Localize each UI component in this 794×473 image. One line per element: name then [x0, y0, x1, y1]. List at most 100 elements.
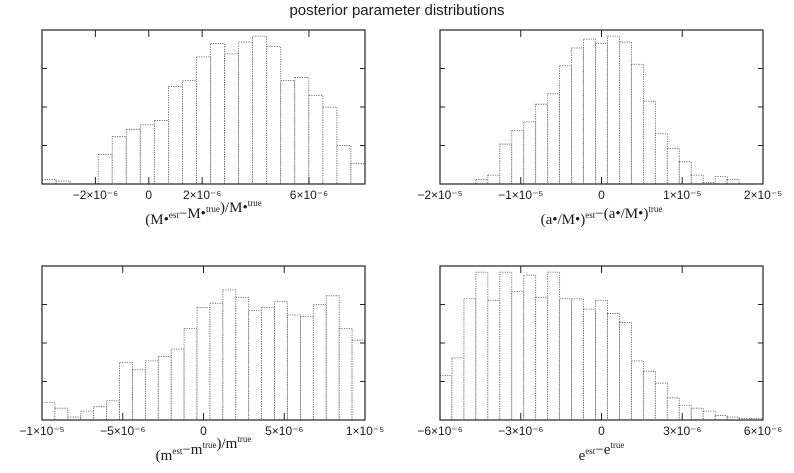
histogram-bar — [280, 80, 296, 185]
histogram-bar — [248, 310, 263, 421]
histogram-bar — [299, 316, 314, 421]
histogram-panel-spin: −2×10⁻⁵ −1×10⁻⁵ 0 1×10⁻⁵ 2×10⁻⁵ (a•/M•)est−(a… — [417, 29, 782, 228]
histogram-bar — [125, 128, 141, 185]
x-tick-label: −1×10⁻⁵ — [19, 424, 64, 438]
histogram-bar — [238, 41, 254, 185]
histogram-bar — [351, 339, 366, 421]
histogram-bar — [666, 397, 680, 421]
x-tick-label: −2×10⁻⁶ — [73, 188, 118, 202]
histogram-bar — [325, 295, 340, 421]
x-tick-label: 2×10⁻⁶ — [183, 188, 221, 202]
histogram-bar — [487, 299, 501, 421]
histogram-bar — [678, 161, 692, 185]
histogram-bar — [41, 401, 56, 421]
histogram-bar — [224, 53, 240, 185]
histogram-bar — [726, 179, 740, 185]
histogram-bar — [631, 360, 644, 421]
x-axis-label: (mest−mtrue)/mtrue — [156, 434, 252, 464]
histogram-bar — [642, 100, 656, 185]
histogram-bar — [499, 271, 513, 421]
histogram-bar — [119, 361, 133, 421]
histogram-bar — [511, 290, 525, 421]
histogram-bar — [463, 298, 477, 421]
histogram-bar — [595, 43, 608, 185]
histogram-bar — [714, 415, 728, 421]
histogram-bar — [312, 304, 327, 421]
histogram-bar — [583, 38, 596, 185]
x-tick-label: 6×10⁻⁶ — [744, 424, 782, 438]
x-tick-label: 0 — [200, 424, 207, 438]
histogram-panel-eccentricity: −6×10⁻⁶ −3×10⁻⁶ 0 3×10⁻⁶ 6×10⁻⁶ eest−etrue — [417, 265, 782, 464]
x-tick-label: 0 — [598, 424, 605, 438]
histogram-bar — [571, 298, 584, 421]
histogram-bar — [523, 121, 537, 185]
histogram-bar — [266, 46, 282, 185]
histogram-bar — [183, 327, 198, 421]
histogram-bar — [322, 106, 338, 185]
histogram-bar — [111, 136, 127, 185]
histogram-bar — [350, 162, 366, 185]
x-tick-label: −1×10⁻⁵ — [498, 188, 543, 202]
histogram-bar — [252, 35, 268, 185]
histogram-bar — [210, 43, 225, 185]
histogram-bar — [209, 302, 224, 421]
histogram-bar — [535, 103, 549, 185]
histogram-bar — [666, 148, 680, 185]
histogram-bar — [54, 407, 69, 421]
histogram-bar — [595, 299, 608, 421]
x-tick-label: 1×10⁻⁵ — [663, 188, 701, 202]
x-tick-label: −3×10⁻⁶ — [498, 424, 543, 438]
histogram-bar — [726, 416, 740, 421]
histogram-bar — [439, 375, 453, 421]
histogram-bar — [157, 356, 172, 421]
histogram-bar — [583, 308, 596, 421]
histogram-bar — [702, 410, 716, 421]
x-tick-label: 6×10⁻⁶ — [290, 188, 328, 202]
histogram-bar — [106, 400, 120, 421]
x-tick-label: 2×10⁻⁵ — [744, 188, 782, 202]
x-tick-label: 0 — [598, 188, 605, 202]
histogram-panel-mass-bh: −2×10⁻⁶ 0 2×10⁻⁶ 6×10⁻⁶ (M•est−M•true)/M•tru… — [41, 29, 366, 228]
histogram-bar — [170, 348, 185, 421]
histogram-bar — [274, 301, 288, 421]
histogram-bar — [690, 174, 704, 185]
x-tick-label: −6×10⁻⁶ — [417, 424, 462, 438]
histogram-bar — [139, 124, 155, 185]
histogram-bar — [167, 86, 183, 185]
histogram-bar — [222, 289, 237, 421]
histogram-bar — [287, 314, 301, 421]
histogram-bar — [654, 382, 668, 421]
histogram-bar — [619, 41, 632, 185]
histogram-bar — [294, 77, 310, 185]
histogram-bar — [547, 93, 561, 185]
histogram-bar — [607, 35, 620, 185]
histogram-bar — [511, 130, 525, 185]
histogram-bar — [607, 313, 620, 421]
histogram-bar — [80, 410, 95, 421]
histogram-bar — [631, 63, 644, 185]
x-tick-label: −5×10⁻⁶ — [100, 424, 145, 438]
x-axis-label: eest−etrue — [579, 440, 625, 464]
histogram-bar — [559, 298, 572, 421]
x-tick-label: 0 — [145, 188, 152, 202]
histogram-bar — [678, 404, 692, 421]
histogram-bar — [93, 406, 108, 421]
x-axis-label: (M•est−M•true)/M•true — [145, 198, 261, 228]
histogram-bar — [196, 307, 211, 421]
x-tick-label: 3×10⁻⁶ — [663, 424, 701, 438]
histogram-bar — [336, 145, 352, 185]
histogram-bar — [475, 271, 489, 421]
histogram-bar — [714, 176, 728, 185]
histogram-bar — [41, 179, 57, 185]
histogram-bar — [144, 360, 159, 421]
histogram-bar — [547, 271, 561, 421]
histogram-bar — [451, 357, 465, 421]
histogram-bar — [97, 154, 113, 185]
histogram-bar — [261, 307, 275, 421]
histogram-bar — [535, 296, 549, 421]
x-axis-label: (a•/M•)est−(a•/M•)true — [541, 204, 663, 228]
x-tick-label: 5×10⁻⁶ — [265, 424, 303, 438]
histogram-bar — [132, 369, 146, 421]
histogram-panel-mass-co: −1×10⁻⁵ −5×10⁻⁶ 0 5×10⁻⁶ 1×10⁻⁵ (mest−mtrue)/… — [19, 265, 384, 464]
